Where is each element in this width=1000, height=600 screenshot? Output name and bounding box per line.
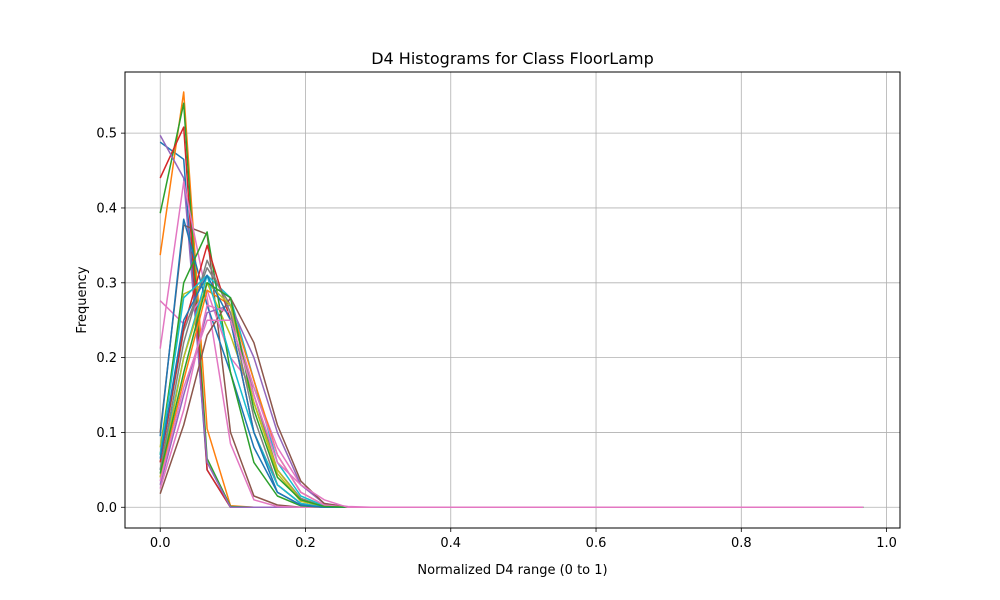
y-axis-label: Frequency (75, 266, 90, 333)
y-tick-label: 0.5 (96, 127, 117, 142)
series-line-24 (159, 319, 864, 509)
x-tick-label: 1.0 (876, 536, 897, 551)
y-tick-label: 0.1 (96, 426, 117, 441)
x-axis-label: Normalized D4 range (0 to 1) (417, 563, 607, 578)
y-tick-label: 0.2 (96, 351, 117, 366)
plot-frame (124, 71, 901, 529)
x-tick-label: 0.0 (150, 536, 171, 551)
x-tick-label: 0.2 (295, 536, 316, 551)
chart-title: D4 Histograms for Class FloorLamp (371, 49, 654, 68)
x-tick-label: 0.4 (440, 536, 461, 551)
y-tick-label: 0.0 (96, 501, 117, 516)
y-tick-label: 0.3 (96, 276, 117, 291)
tick-layer: 0.0 0.2 0.4 0.6 0.8 1.0 0.0 0.1 0.2 0.3 0.4 0.5 (96, 127, 897, 551)
x-tick-label: 0.6 (586, 536, 607, 551)
y-tick-label: 0.4 (96, 201, 117, 216)
x-tick-label: 0.8 (731, 536, 752, 551)
series-layer (159, 91, 864, 509)
